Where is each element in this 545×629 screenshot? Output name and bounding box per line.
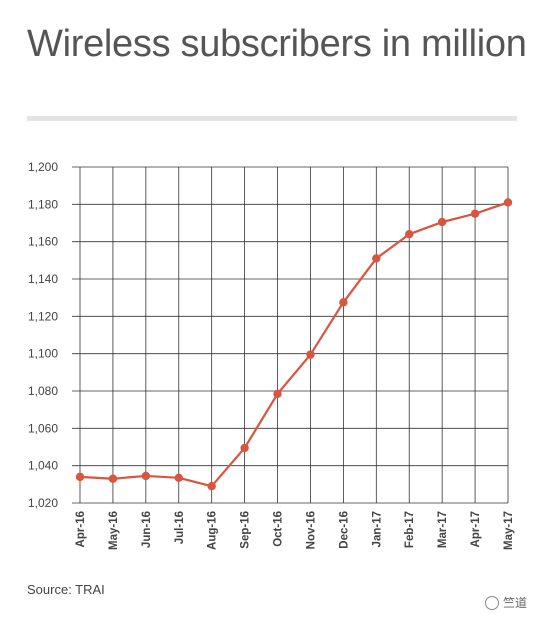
y-tick-label: 1,020 [28,496,58,510]
x-tick-label: Nov-16 [305,511,317,549]
data-point [339,298,348,307]
data-point [108,474,118,483]
series-line [79,201,509,488]
x-tick-label: Aug-16 [207,511,219,550]
watermark: 竺道 [484,594,527,611]
chart-title: Wireless subscribers in million [27,23,527,65]
x-tick-label: Mar-17 [437,511,449,548]
data-point [240,443,249,453]
data-point [273,389,282,398]
data-point [437,217,447,227]
title-divider [27,116,517,121]
x-tick-label: Apr-16 [75,511,87,547]
data-point [503,198,513,207]
wechat-icon [484,595,499,610]
source-note: Source: TRAI [27,582,105,597]
data-point [470,209,480,218]
x-tick-label: Dec-16 [338,511,350,549]
x-tick-label: Jul-16 [174,511,186,544]
x-tick-label: Apr-17 [470,511,482,547]
data-point [141,471,151,481]
y-tick-label: 1,140 [28,272,58,286]
watermark-text: 竺道 [502,596,527,610]
data-point [372,254,381,263]
y-tick-label: 1,180 [28,197,58,211]
data-point [75,472,85,482]
data-point [207,482,216,491]
x-tick-label: Feb-17 [404,511,416,548]
y-tick-label: 1,080 [28,384,58,398]
y-tick-label: 1,160 [28,235,58,249]
x-tick-label: Sep-16 [240,511,252,549]
y-tick-label: 1,100 [28,347,58,361]
y-tick-label: 1,120 [28,309,58,323]
y-tick-label: 1,060 [28,421,58,435]
y-tick-label: 1,200 [28,160,58,174]
x-tick-label: Jun-16 [141,511,153,548]
x-tick-label: Jan-17 [371,511,383,547]
data-point [405,230,414,239]
x-tick-label: May-16 [108,511,120,550]
x-tick-label: May-17 [503,511,515,550]
x-tick-label: Oct-16 [273,511,285,547]
data-point [174,473,183,482]
data-point [306,350,315,359]
y-tick-label: 1,040 [28,459,58,473]
